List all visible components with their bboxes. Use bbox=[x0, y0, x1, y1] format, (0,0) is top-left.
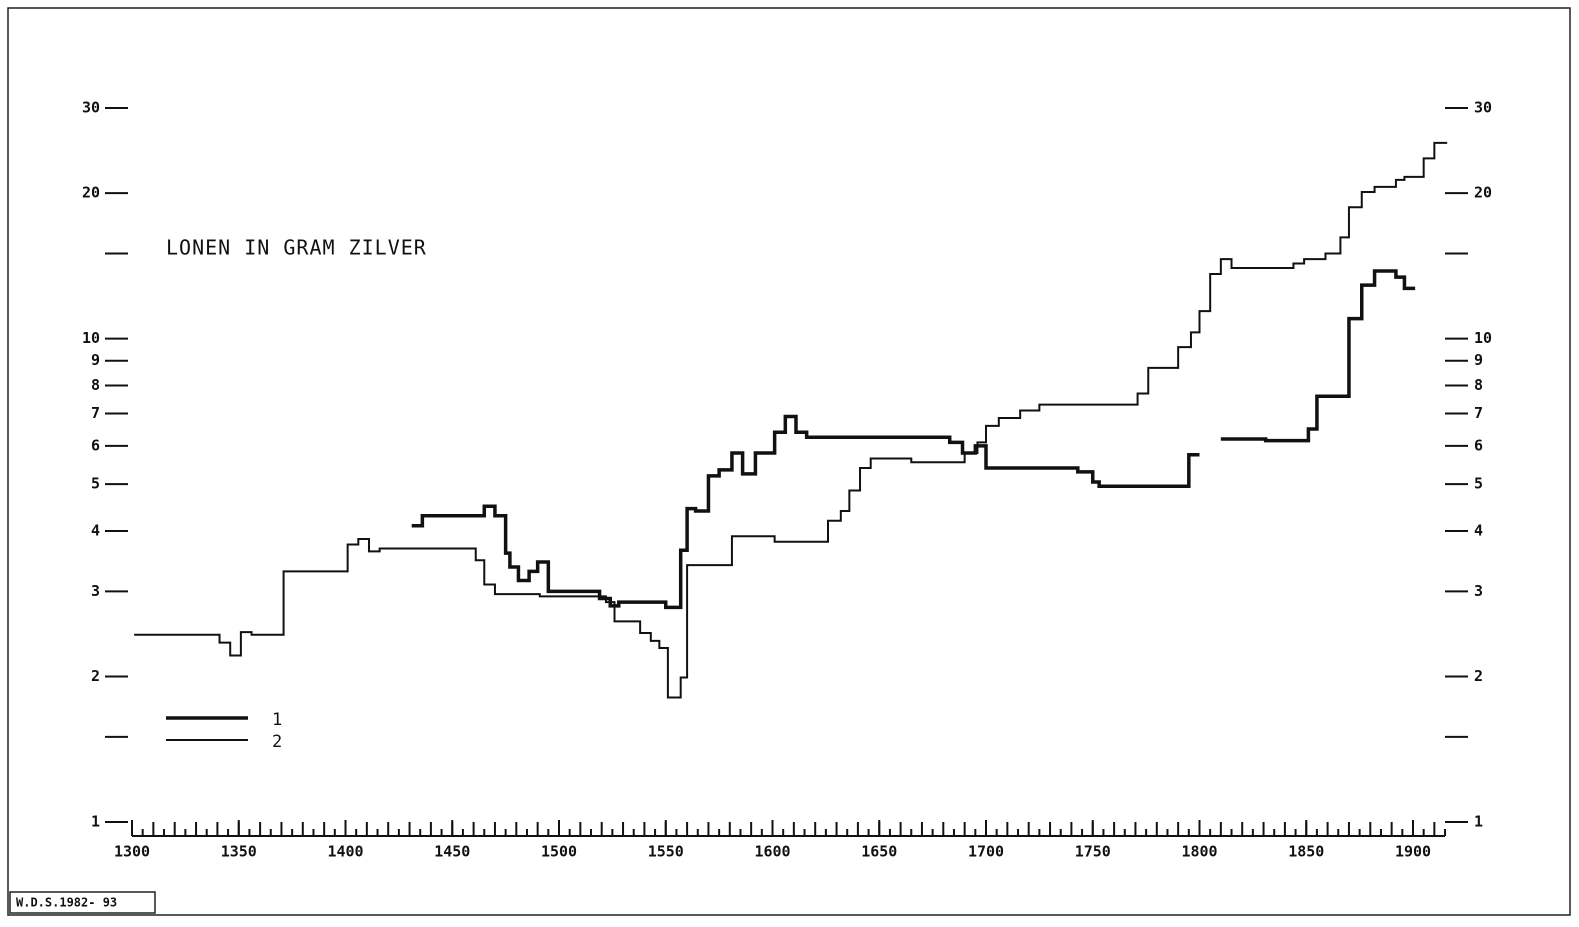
y2-tick-label: 30 bbox=[1474, 98, 1492, 116]
x-tick-label: 1400 bbox=[327, 843, 363, 861]
footer-box bbox=[9, 891, 156, 914]
x-tick-label: 1900 bbox=[1395, 843, 1431, 861]
x-tick-label: 1850 bbox=[1288, 843, 1324, 861]
y-tick-label: 8 bbox=[91, 376, 100, 394]
x-tick-label: 1750 bbox=[1075, 843, 1111, 861]
y-tick-label: 10 bbox=[82, 329, 100, 347]
y-tick-label: 20 bbox=[82, 184, 100, 202]
y-tick-label: 30 bbox=[82, 98, 100, 116]
x-tick-label: 1700 bbox=[968, 843, 1004, 861]
legend-label: 1 bbox=[272, 710, 282, 730]
y2-tick-label: 7 bbox=[1474, 404, 1483, 422]
y2-tick-label: 3 bbox=[1474, 582, 1483, 600]
y2-tick-label: 5 bbox=[1474, 475, 1483, 493]
x-tick-label: 1450 bbox=[434, 843, 470, 861]
y2-tick-label: 1 bbox=[1474, 813, 1483, 831]
y-tick-label: 7 bbox=[91, 404, 100, 422]
x-tick-label: 1300 bbox=[114, 843, 150, 861]
y2-tick-label: 9 bbox=[1474, 351, 1483, 369]
series-line bbox=[134, 141, 1448, 699]
chart-title: LONEN IN GRAM ZILVER bbox=[166, 236, 427, 260]
y2-tick-label: 20 bbox=[1474, 184, 1492, 202]
y2-tick-label: 6 bbox=[1474, 436, 1483, 454]
x-tick-label: 1350 bbox=[221, 843, 257, 861]
x-tick-label: 1500 bbox=[541, 843, 577, 861]
y2-tick-label: 10 bbox=[1474, 329, 1492, 347]
y-tick-label: 1 bbox=[91, 813, 100, 831]
y-tick-label: 4 bbox=[91, 521, 100, 539]
y-tick-label: 5 bbox=[91, 475, 100, 493]
frame bbox=[7, 7, 1571, 916]
y2-tick-label: 4 bbox=[1474, 521, 1483, 539]
x-tick-label: 1650 bbox=[861, 843, 897, 861]
x-tick-label: 1550 bbox=[648, 843, 684, 861]
y-tick-label: 6 bbox=[91, 436, 100, 454]
footer: W.D.S.1982- 93 bbox=[16, 896, 117, 910]
series-line bbox=[411, 269, 1416, 610]
legend-label: 2 bbox=[272, 732, 282, 752]
x-tick-label: 1800 bbox=[1181, 843, 1217, 861]
y2-tick-label: 2 bbox=[1474, 667, 1483, 685]
x-tick-label: 1600 bbox=[754, 843, 790, 861]
y-tick-label: 3 bbox=[91, 582, 100, 600]
y-tick-label: 2 bbox=[91, 667, 100, 685]
y-tick-label: 9 bbox=[91, 351, 100, 369]
y2-tick-label: 8 bbox=[1474, 376, 1483, 394]
